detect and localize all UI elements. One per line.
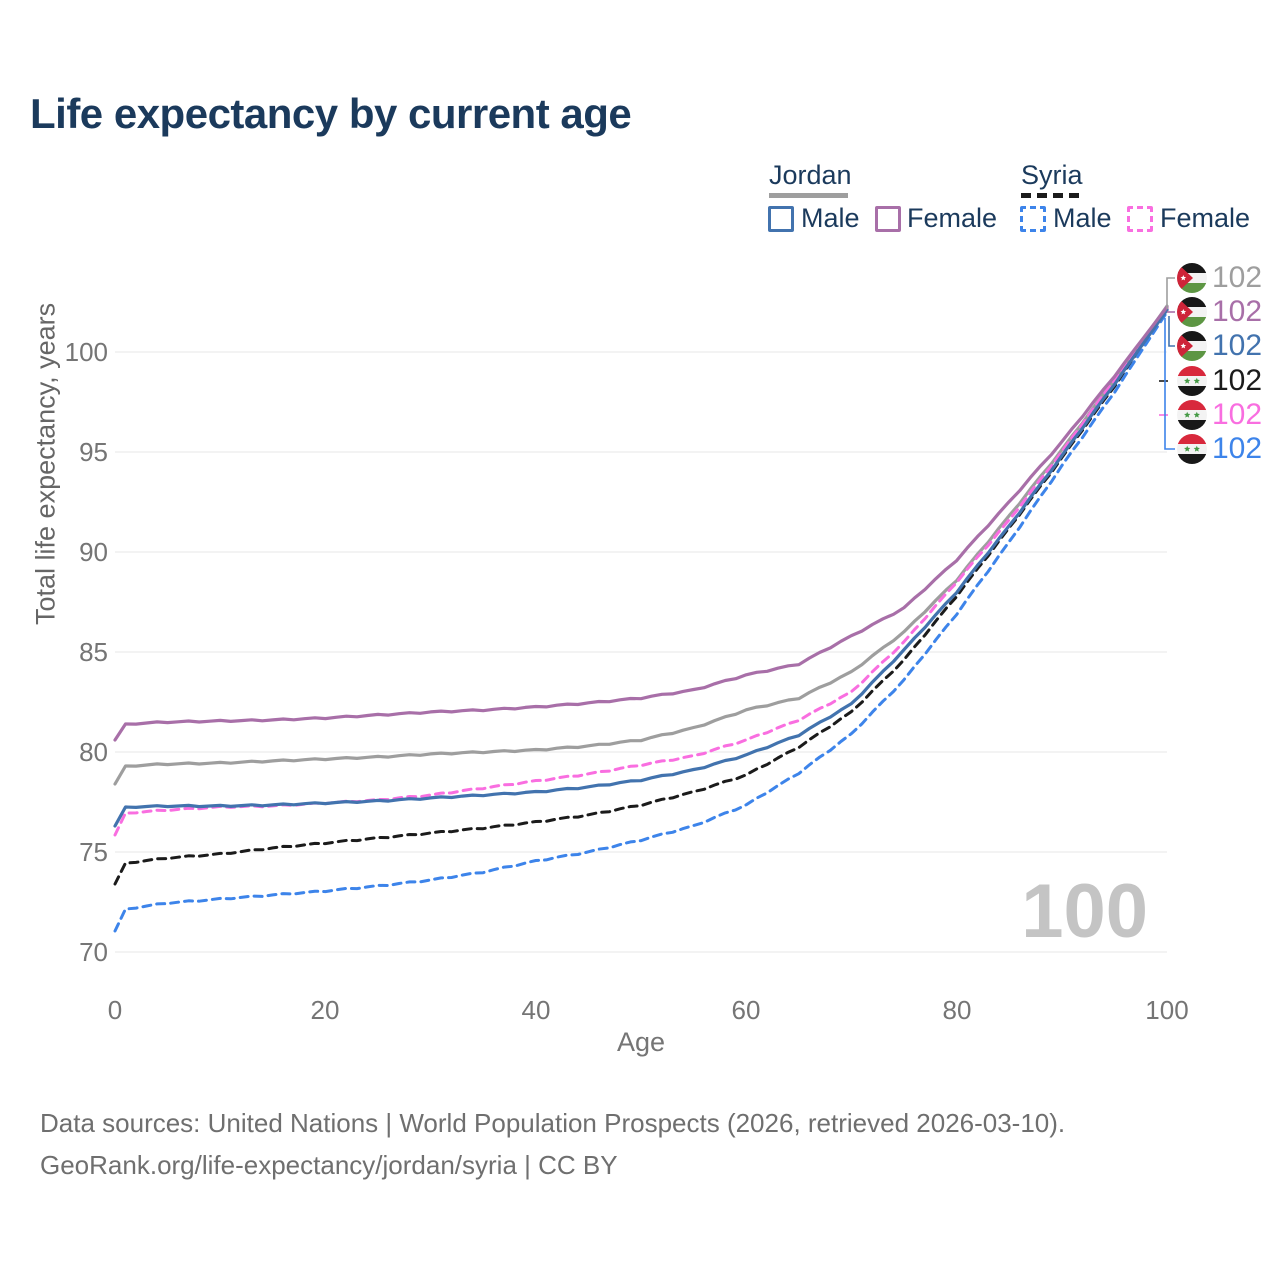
y-tick-80: 80 bbox=[79, 737, 108, 767]
legend-label-jordan-male[interactable]: Male bbox=[801, 203, 860, 233]
x-tick-20: 20 bbox=[310, 995, 340, 1025]
end-label-jordan-female: 102 bbox=[1212, 295, 1263, 328]
jordan-flag-icon bbox=[1177, 263, 1207, 293]
x-tick-0: 0 bbox=[107, 995, 123, 1025]
attribution-note: GeoRank.org/life-expectancy/jordan/syria… bbox=[40, 1150, 618, 1180]
data-sources-note: Data sources: United Nations | World Pop… bbox=[40, 1108, 1066, 1138]
end-label-syria-male: 102 bbox=[1212, 432, 1263, 465]
y-tick-90: 90 bbox=[79, 537, 108, 567]
jordan-flag-icon bbox=[1177, 297, 1207, 327]
line-jordan-female bbox=[113, 305, 1169, 742]
y-tick-100: 100 bbox=[64, 337, 108, 367]
line-jordan-male bbox=[113, 308, 1169, 828]
x-tick-60: 60 bbox=[731, 995, 761, 1025]
legend-label-syria-female[interactable]: Female bbox=[1160, 203, 1251, 233]
line-jordan-both bbox=[113, 304, 1169, 786]
legend-label-syria-male[interactable]: Male bbox=[1053, 203, 1112, 233]
x-tick-40: 40 bbox=[521, 995, 551, 1025]
legend-group-syria: Syria bbox=[1021, 160, 1083, 190]
leader-jordan-male bbox=[1168, 316, 1175, 347]
legend-swatch-syria-female[interactable] bbox=[1127, 206, 1153, 232]
y-tick-75: 75 bbox=[79, 837, 108, 867]
syria-flag-icon bbox=[1177, 366, 1207, 396]
x-tick-100: 100 bbox=[1145, 995, 1189, 1025]
y-tick-85: 85 bbox=[79, 637, 108, 667]
legend-group-jordan: Jordan bbox=[769, 160, 852, 190]
legend-label-jordan-female[interactable]: Female bbox=[907, 203, 998, 233]
end-label-jordan-male: 102 bbox=[1212, 329, 1263, 362]
legend-swatch-syria-male[interactable] bbox=[1020, 206, 1046, 232]
gridlines bbox=[115, 351, 1167, 953]
legend-jordan-line-sample bbox=[769, 193, 848, 198]
end-label-syria-female: 102 bbox=[1212, 398, 1263, 431]
syria-flag-icon bbox=[1177, 400, 1207, 430]
y-tick-95: 95 bbox=[79, 437, 108, 467]
line-syria-male bbox=[113, 310, 1169, 933]
legend-syria-line-sample bbox=[1021, 193, 1079, 198]
legend-swatch-jordan-male[interactable] bbox=[768, 206, 794, 232]
age-watermark: 100 bbox=[1021, 869, 1148, 954]
line-syria-both bbox=[113, 307, 1169, 886]
end-label-syria-both: 102 bbox=[1212, 364, 1263, 397]
leader-syria-male bbox=[1164, 318, 1175, 450]
syria-flag-icon bbox=[1177, 434, 1207, 464]
line-syria-female bbox=[113, 306, 1169, 837]
end-label-jordan-both: 102 bbox=[1212, 261, 1263, 294]
x-tick-80: 80 bbox=[942, 995, 972, 1025]
leader-jordan-both bbox=[1166, 277, 1175, 309]
page-title: Life expectancy by current age bbox=[30, 90, 632, 137]
x-axis-title: Age bbox=[616, 1027, 666, 1057]
y-tick-70: 70 bbox=[79, 937, 108, 967]
jordan-flag-icon bbox=[1177, 331, 1207, 361]
legend-swatch-jordan-female[interactable] bbox=[875, 206, 901, 232]
